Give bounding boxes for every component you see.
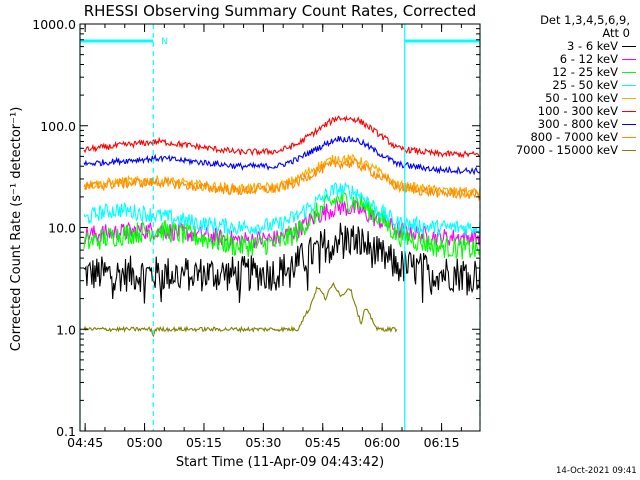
series-line-3 (83, 190, 481, 260)
y-tick-label-4: 100.0 (40, 119, 76, 134)
axes-group: 0.1 1.0 10.0 100.0 1000.0 04:45 05:00 05:15 05:3… (32, 17, 480, 450)
y-axis-label: Corrected Count Rate (s⁻¹ detector⁻¹) (9, 107, 24, 352)
legend-swatch-7 (622, 124, 636, 125)
legend: Det 1,3,4,5,6,9, Att 0 3 - 6 keV 6 - 12 k… (486, 14, 636, 157)
series-line-6 (83, 115, 481, 159)
y-tick-label-1: 0.1 (56, 424, 76, 439)
legend-swatch-8 (622, 137, 636, 138)
legend-label-1: 3 - 6 keV (567, 39, 618, 53)
legend-item-4: 25 - 50 keV (486, 79, 636, 92)
chart-title: RHESSI Observing Summary Count Rates, Co… (84, 2, 477, 20)
y-tick-label-3: 10.0 (48, 221, 76, 236)
legend-item-1: 3 - 6 keV (486, 40, 636, 53)
legend-label-2: 6 - 12 keV (559, 52, 618, 66)
legend-swatch-1 (622, 46, 636, 47)
legend-item-3: 12 - 25 keV (486, 66, 636, 79)
legend-swatch-4 (622, 85, 636, 86)
series-group (83, 115, 481, 338)
y-tick-label-2: 1.0 (56, 322, 76, 337)
x-tick-label-3: 05:15 (186, 435, 222, 450)
legend-swatch-3 (622, 72, 636, 73)
legend-label-7: 300 - 800 keV (537, 117, 618, 131)
legend-item-5: 50 - 100 keV (486, 92, 636, 105)
legend-label-6: 100 - 300 keV (537, 104, 618, 118)
x-tick-label-6: 06:00 (364, 435, 400, 450)
flag-label: N (161, 37, 168, 47)
legend-swatch-6 (622, 111, 636, 112)
x-tick-label-5: 05:45 (305, 435, 341, 450)
x-tick-label-7: 06:15 (424, 435, 460, 450)
x-tick-label-1: 04:45 (67, 435, 103, 450)
legend-item-9: 7000 - 15000 keV (486, 144, 636, 157)
legend-swatch-2 (622, 59, 636, 60)
series-line-1 (83, 222, 481, 304)
legend-swatch-5 (622, 98, 636, 99)
legend-label-9: 7000 - 15000 keV (515, 143, 618, 157)
legend-swatch-9 (622, 150, 636, 151)
legend-label-3: 12 - 25 keV (552, 65, 618, 79)
series-line-4 (83, 182, 481, 238)
legend-title-line-1: Det 1,3,4,5,6,9, (540, 13, 630, 27)
legend-item-7: 300 - 800 keV (486, 118, 636, 131)
legend-label-4: 25 - 50 keV (552, 78, 618, 92)
x-tick-label-4: 05:30 (245, 435, 281, 450)
legend-rows: 3 - 6 keV 6 - 12 keV 12 - 25 keV 25 - 50 ke… (486, 40, 636, 157)
legend-label-5: 50 - 100 keV (545, 91, 618, 105)
legend-item-2: 6 - 12 keV (486, 53, 636, 66)
timestamp: 14-Oct-2021 09:41 (556, 466, 637, 476)
series-line-7 (83, 135, 481, 176)
x-tick-label-2: 05:00 (127, 435, 163, 450)
y-tick-label-5: 1000.0 (32, 17, 76, 32)
legend-item-8: 800 - 7000 keV (486, 131, 636, 144)
x-axis-label: Start Time (11-Apr-09 04:43:42) (176, 455, 384, 470)
series-line-8 (83, 157, 481, 202)
legend-title-line-2: Att 0 (602, 26, 630, 40)
legend-label-8: 800 - 7000 keV (530, 130, 618, 144)
series-line-9 (83, 281, 398, 338)
legend-item-6: 100 - 300 keV (486, 105, 636, 118)
